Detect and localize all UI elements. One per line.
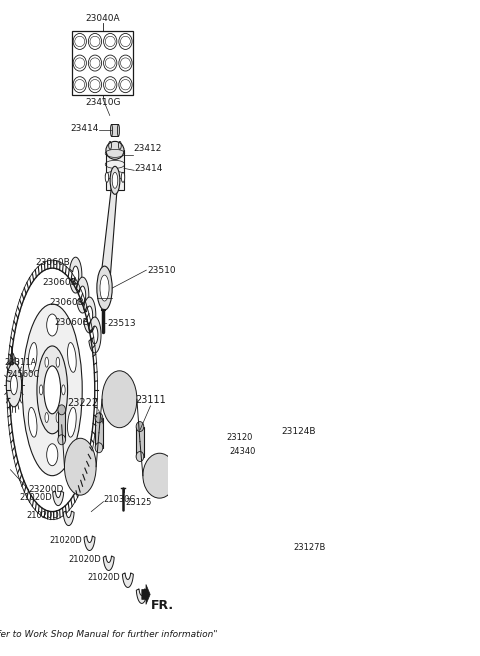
- Text: 21020D: 21020D: [26, 511, 59, 520]
- Circle shape: [234, 450, 241, 470]
- Ellipse shape: [58, 405, 65, 415]
- Ellipse shape: [47, 443, 58, 466]
- Text: 23060B: 23060B: [54, 318, 89, 327]
- Bar: [106, 150, 124, 190]
- Polygon shape: [70, 257, 82, 293]
- Ellipse shape: [211, 438, 218, 447]
- Text: 23127B: 23127B: [293, 543, 326, 552]
- Ellipse shape: [136, 451, 144, 462]
- Text: 23060B: 23060B: [42, 277, 77, 287]
- Circle shape: [56, 358, 60, 367]
- Text: 23124B: 23124B: [281, 427, 316, 436]
- Text: 23513: 23513: [107, 319, 135, 327]
- Polygon shape: [142, 584, 150, 604]
- Bar: [95, 418, 103, 448]
- Circle shape: [288, 443, 296, 466]
- Circle shape: [105, 173, 108, 182]
- Circle shape: [112, 173, 118, 188]
- Text: 23414: 23414: [135, 164, 163, 173]
- Ellipse shape: [102, 371, 137, 428]
- Text: 23111: 23111: [135, 395, 166, 405]
- Circle shape: [110, 167, 120, 194]
- Circle shape: [39, 385, 43, 395]
- Text: 23222: 23222: [67, 398, 98, 408]
- Circle shape: [97, 266, 112, 310]
- Circle shape: [44, 366, 60, 414]
- Text: 24560C: 24560C: [7, 371, 39, 379]
- Circle shape: [268, 387, 315, 523]
- Bar: [111, 125, 119, 136]
- Ellipse shape: [118, 125, 120, 136]
- Circle shape: [10, 353, 14, 365]
- Ellipse shape: [95, 413, 103, 423]
- Text: 23311A: 23311A: [5, 358, 37, 367]
- Bar: [244, 450, 252, 480]
- Polygon shape: [306, 523, 309, 535]
- Polygon shape: [53, 491, 64, 506]
- Ellipse shape: [64, 438, 96, 495]
- Ellipse shape: [136, 422, 144, 432]
- Circle shape: [37, 346, 68, 434]
- Circle shape: [61, 385, 65, 395]
- Ellipse shape: [58, 435, 65, 445]
- Ellipse shape: [211, 468, 218, 478]
- Ellipse shape: [110, 125, 112, 136]
- Text: 23060B: 23060B: [49, 298, 84, 306]
- Bar: [58, 410, 65, 440]
- Text: FR.: FR.: [151, 599, 174, 612]
- Circle shape: [45, 358, 48, 367]
- Ellipse shape: [68, 407, 76, 437]
- Text: 21020D: 21020D: [68, 555, 101, 564]
- Ellipse shape: [47, 314, 58, 336]
- Text: 23410G: 23410G: [85, 98, 120, 108]
- Text: 21020D: 21020D: [87, 573, 120, 582]
- Text: 23120: 23120: [227, 433, 253, 442]
- Circle shape: [45, 413, 48, 422]
- Polygon shape: [89, 317, 101, 353]
- Polygon shape: [84, 536, 95, 550]
- Polygon shape: [122, 573, 133, 588]
- Bar: [211, 443, 218, 472]
- Circle shape: [100, 275, 109, 301]
- Text: 23200D: 23200D: [29, 485, 64, 494]
- Polygon shape: [136, 589, 147, 604]
- Polygon shape: [100, 180, 118, 288]
- Circle shape: [121, 173, 125, 182]
- Text: 21030C: 21030C: [104, 495, 136, 504]
- Polygon shape: [84, 297, 96, 333]
- Text: "Please refer to Work Shop Manual for further information": "Please refer to Work Shop Manual for fu…: [0, 630, 217, 639]
- Ellipse shape: [143, 453, 176, 498]
- Polygon shape: [77, 277, 89, 313]
- Circle shape: [22, 304, 82, 476]
- Ellipse shape: [106, 142, 124, 159]
- Text: 21020D: 21020D: [20, 493, 52, 502]
- Ellipse shape: [28, 342, 37, 373]
- Ellipse shape: [95, 443, 103, 453]
- Circle shape: [230, 438, 245, 482]
- Bar: [136, 426, 144, 457]
- Polygon shape: [103, 556, 114, 571]
- Bar: [175, 435, 183, 465]
- Text: 23040A: 23040A: [85, 14, 120, 23]
- Circle shape: [6, 363, 22, 407]
- Circle shape: [281, 425, 302, 485]
- Ellipse shape: [244, 445, 252, 455]
- Ellipse shape: [244, 475, 252, 485]
- Ellipse shape: [28, 407, 37, 437]
- Circle shape: [11, 375, 17, 395]
- Text: 23412: 23412: [134, 144, 162, 153]
- Text: 23060B: 23060B: [36, 258, 71, 266]
- Circle shape: [56, 413, 60, 422]
- Text: 24340: 24340: [229, 447, 256, 456]
- Bar: [72, 31, 133, 96]
- Text: 23510: 23510: [147, 266, 176, 275]
- Text: 21020D: 21020D: [49, 536, 82, 545]
- Ellipse shape: [175, 460, 183, 470]
- Text: 23125: 23125: [125, 498, 152, 507]
- Text: 23414: 23414: [70, 124, 98, 133]
- Ellipse shape: [182, 401, 212, 446]
- Ellipse shape: [175, 430, 183, 440]
- Polygon shape: [63, 511, 74, 525]
- Ellipse shape: [68, 342, 76, 373]
